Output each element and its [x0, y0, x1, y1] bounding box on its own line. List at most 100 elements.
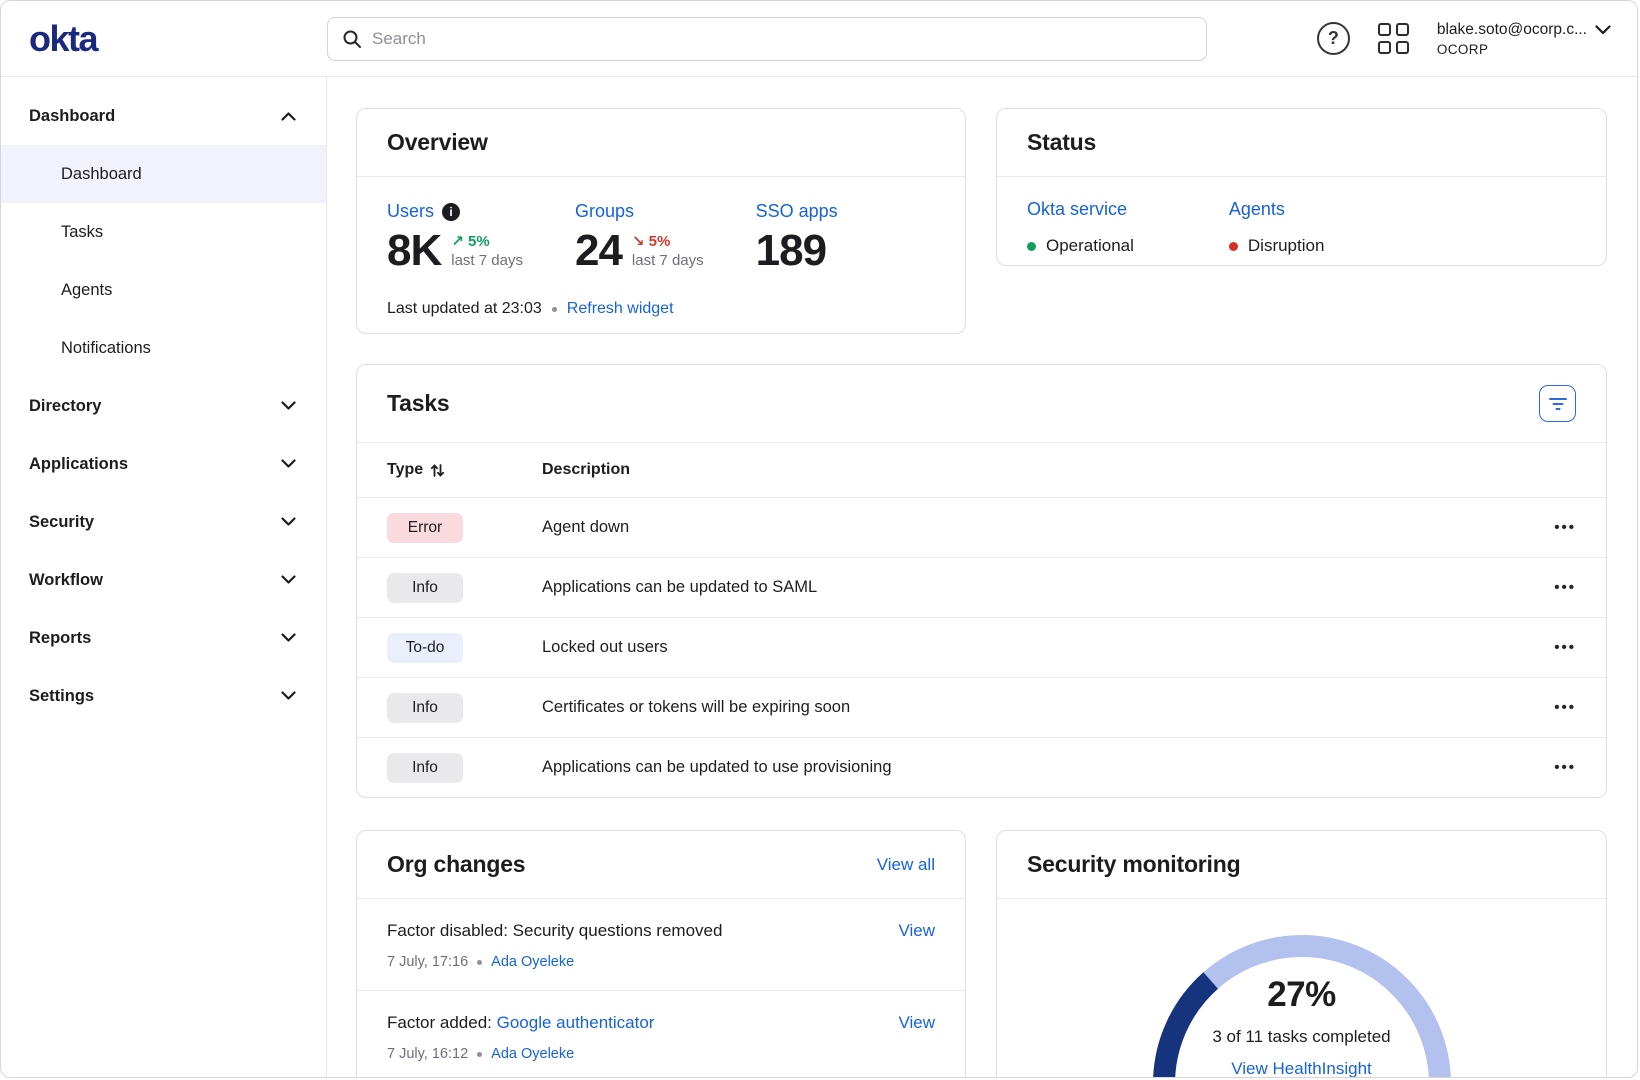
stat-users: Users i 8K ↗ 5% last 7 days: [387, 201, 523, 274]
security-monitoring-title: Security monitoring: [1027, 851, 1241, 877]
stat-label-link[interactable]: Groups: [574, 201, 634, 221]
description-column-header[interactable]: Description: [542, 461, 631, 478]
sidebar-section-label: Dashboard: [29, 106, 116, 125]
sidebar-section-workflow[interactable]: Workflow: [1, 551, 326, 609]
stat-label-link[interactable]: SSO apps: [755, 201, 838, 221]
task-description: Agent down: [542, 518, 630, 536]
sidebar-section-reports[interactable]: Reports: [1, 609, 326, 667]
view-link[interactable]: View: [898, 921, 935, 940]
status-item-link[interactable]: Okta service: [1027, 199, 1128, 219]
logo-area: okta: [1, 17, 327, 59]
org-change-author-link[interactable]: Ada Oyeleke: [491, 954, 575, 970]
overview-card: Overview Users i 8K ↗ 5% last 7 days Grou…: [356, 108, 966, 334]
info-icon[interactable]: i: [442, 202, 461, 221]
sidebar-section-label: Applications: [29, 454, 129, 473]
status-state: Operational: [1046, 236, 1134, 255]
chevron-down-icon: [1595, 24, 1611, 35]
row-actions-button[interactable]: •••: [1554, 639, 1576, 656]
sidebar-section-directory[interactable]: Directory: [1, 377, 326, 435]
gauge: 27% 3 of 11 tasks completed View HealthI…: [1137, 923, 1467, 1077]
view-link[interactable]: View: [898, 1013, 935, 1032]
search-box[interactable]: [327, 16, 1207, 61]
task-row: To-do Locked out users •••: [357, 617, 1606, 677]
overview-title: Overview: [387, 129, 488, 155]
status-item-link[interactable]: Agents: [1228, 199, 1285, 219]
topbar-right: ? blake.soto@ocorp.c... OCORP: [1316, 21, 1637, 57]
sidebar-section-applications[interactable]: Applications: [1, 435, 326, 493]
row-actions-button[interactable]: •••: [1554, 579, 1576, 596]
user-menu[interactable]: blake.soto@ocorp.c... OCORP: [1437, 21, 1611, 57]
task-type-badge: Error: [387, 512, 463, 543]
security-monitoring-card: Security monitoring 27% 3 of 11 tasks co…: [996, 830, 1607, 1077]
task-row: Info Applications can be updated to SAML…: [357, 557, 1606, 617]
top-bar: okta ? blake.soto@ocorp.c... OCORP: [1, 1, 1637, 77]
stat-label-link[interactable]: Users: [387, 201, 435, 221]
view-all-link[interactable]: View all: [876, 854, 935, 874]
type-column-header[interactable]: Type: [387, 461, 542, 479]
sidebar-item-label: Dashboard: [61, 164, 142, 183]
tasks-card: Tasks Type Description Error Agent down …: [356, 364, 1607, 798]
stat-period: last 7 days: [451, 252, 523, 269]
filter-button[interactable]: [1539, 385, 1576, 422]
status-state: Disruption: [1247, 236, 1325, 255]
status-title: Status: [1027, 129, 1097, 155]
chevron-down-icon: [281, 575, 296, 585]
sidebar-section-label: Settings: [29, 686, 95, 705]
task-type-badge: Info: [387, 752, 463, 783]
apps-grid-icon[interactable]: [1377, 23, 1409, 54]
org-change-date: 7 July, 17:16: [387, 954, 469, 970]
task-description: Locked out users: [542, 638, 668, 656]
sidebar-item-dashboard[interactable]: Dashboard: [1, 145, 326, 203]
org-change-item: Factor disabled: Security questions remo…: [357, 899, 965, 990]
row-actions-button[interactable]: •••: [1554, 519, 1576, 536]
org-change-link[interactable]: Google authenticator: [496, 1013, 655, 1032]
help-icon[interactable]: ?: [1316, 22, 1350, 55]
sidebar-item-label: Notifications: [61, 338, 151, 357]
org-change-title: Factor disabled: Security questions remo…: [387, 921, 723, 940]
status-item-okta-service: Okta service Operational: [1027, 199, 1134, 256]
gauge-subtitle: 3 of 11 tasks completed: [1212, 1027, 1391, 1046]
row-actions-button[interactable]: •••: [1554, 699, 1576, 716]
task-type-badge: Info: [387, 692, 463, 723]
view-healthinsight-link[interactable]: View HealthInsight: [1231, 1059, 1372, 1077]
sidebar-section-security[interactable]: Security: [1, 493, 326, 551]
sidebar-item-notifications[interactable]: Notifications: [1, 319, 326, 377]
stat-period: last 7 days: [631, 252, 704, 269]
dot-separator: [477, 959, 483, 965]
status-card: Status Okta service Operational Agents D…: [996, 108, 1607, 266]
tasks-title: Tasks: [387, 390, 450, 416]
sidebar-section-label: Directory: [29, 396, 102, 415]
sidebar-item-tasks[interactable]: Tasks: [1, 203, 326, 261]
sidebar-section-label: Security: [29, 512, 95, 531]
filter-icon: [1548, 397, 1567, 410]
search-icon: [343, 30, 361, 48]
row-actions-button[interactable]: •••: [1554, 759, 1576, 776]
chevron-down-icon: [281, 633, 296, 643]
org-change-title: Factor added: Google authenticator: [387, 1013, 655, 1032]
chevron-down-icon: [281, 401, 296, 411]
okta-logo[interactable]: okta: [29, 17, 99, 59]
status-item-agents: Agents Disruption: [1228, 199, 1325, 256]
sort-icon: [431, 463, 445, 477]
task-description: Applications can be updated to SAML: [542, 578, 818, 596]
stat-groups: Groups 24 ↘ 5% last 7 days: [575, 201, 704, 274]
org-change-author-link[interactable]: Ada Oyeleke: [491, 1046, 575, 1062]
last-updated-text: Last updated at 23:03: [387, 300, 542, 318]
chevron-down-icon: [281, 459, 296, 469]
tasks-table-header: Type Description: [357, 443, 1606, 497]
sidebar-item-label: Tasks: [61, 222, 104, 241]
org-changes-title: Org changes: [387, 851, 526, 877]
sidebar-section-dashboard[interactable]: Dashboard: [1, 87, 326, 145]
sidebar-section-label: Reports: [29, 628, 92, 647]
dot-separator: [477, 1051, 483, 1057]
chevron-up-icon: [281, 111, 296, 121]
task-type-badge: To-do: [387, 632, 463, 663]
sidebar-item-agents[interactable]: Agents: [1, 261, 326, 319]
user-email: blake.soto@ocorp.c...: [1436, 20, 1587, 38]
org-change-date: 7 July, 16:12: [387, 1046, 469, 1062]
org-change-item: Factor added: Google authenticator View …: [357, 990, 965, 1077]
sidebar-section-settings[interactable]: Settings: [1, 667, 326, 725]
search-input[interactable]: [372, 28, 1192, 49]
refresh-widget-link[interactable]: Refresh widget: [566, 300, 674, 318]
chevron-down-icon: [281, 517, 296, 527]
